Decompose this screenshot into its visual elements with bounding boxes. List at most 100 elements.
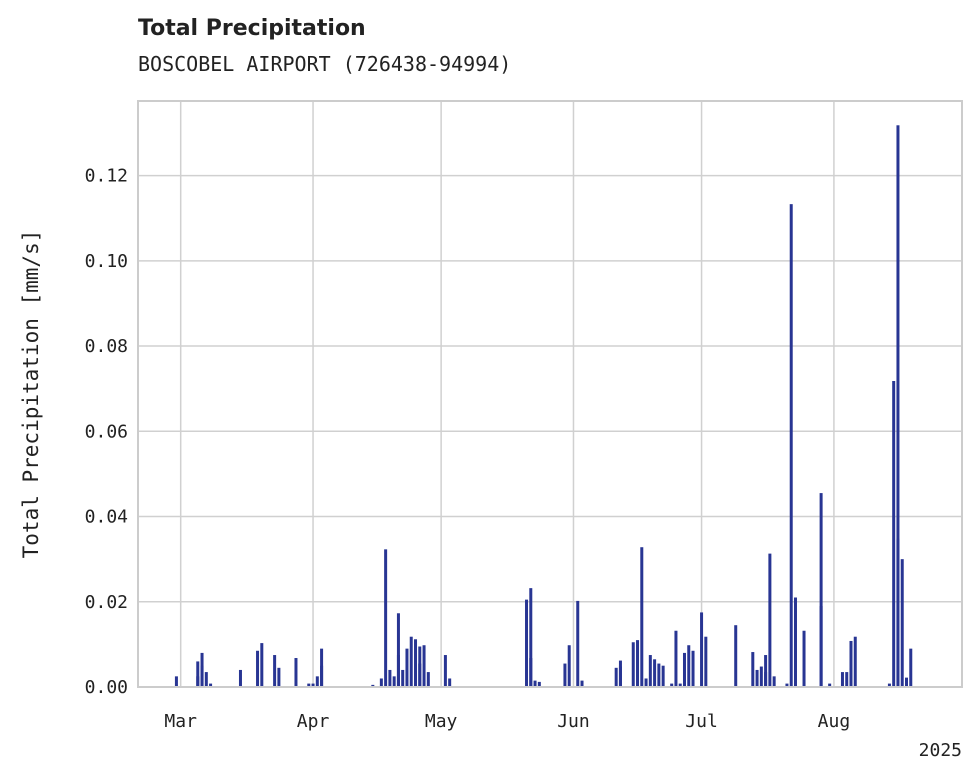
x-axis-ticks: Mar Apr May Jun Jul Aug bbox=[164, 711, 850, 732]
precip-bar bbox=[576, 600, 580, 687]
precip-bar bbox=[845, 672, 849, 687]
precip-bar bbox=[277, 667, 281, 687]
precip-bar bbox=[525, 599, 529, 687]
precip-bar bbox=[618, 666, 622, 687]
precip-bar bbox=[704, 636, 708, 687]
precip-bar bbox=[661, 665, 665, 687]
precip-bar bbox=[396, 613, 400, 687]
precip-bar bbox=[200, 665, 204, 687]
precip-bar bbox=[751, 652, 755, 687]
precip-bar bbox=[759, 666, 763, 687]
precip-bar bbox=[819, 493, 823, 687]
precip-bar bbox=[414, 639, 418, 687]
precip-bar bbox=[379, 678, 383, 687]
precip-bar bbox=[840, 672, 844, 687]
precip-bar bbox=[174, 676, 178, 687]
precip-bar bbox=[311, 683, 315, 687]
precip-bar bbox=[768, 553, 772, 687]
precip-bar bbox=[307, 683, 311, 687]
precip-bar bbox=[691, 650, 695, 687]
precip-bar bbox=[256, 650, 260, 687]
precip-bar bbox=[273, 655, 277, 687]
y-tick-label: 0.06 bbox=[85, 421, 128, 442]
precip-bar bbox=[392, 676, 396, 687]
precip-bar bbox=[657, 663, 661, 687]
precip-bar bbox=[772, 676, 776, 687]
precip-bar bbox=[648, 655, 652, 687]
precip-bar bbox=[294, 658, 298, 687]
precip-bar bbox=[563, 663, 567, 687]
grid-lines bbox=[138, 101, 962, 688]
precip-bar bbox=[682, 652, 686, 687]
x-tick-label: Jun bbox=[557, 711, 590, 732]
precip-bar bbox=[196, 661, 200, 687]
precip-bar bbox=[405, 648, 409, 687]
precip-bar bbox=[678, 683, 682, 687]
precip-bar bbox=[896, 538, 900, 687]
y-tick-label: 0.04 bbox=[85, 507, 128, 528]
precip-bar bbox=[853, 636, 857, 687]
precip-bar bbox=[580, 680, 584, 687]
precip-bar bbox=[418, 663, 422, 687]
precip-bar bbox=[409, 636, 413, 687]
x-tick-label: Apr bbox=[297, 711, 330, 732]
chart-subtitle: BOSCOBEL AIRPORT (726438-94994) bbox=[138, 52, 512, 76]
precip-bar bbox=[640, 547, 644, 687]
precip-bar bbox=[687, 645, 691, 687]
precip-bar bbox=[238, 669, 242, 687]
precip-bar bbox=[909, 648, 913, 687]
precip-bar bbox=[533, 680, 537, 687]
y-axis-ticks: 0.00 0.02 0.04 0.06 0.08 0.10 0.12 bbox=[85, 166, 128, 698]
precip-bar bbox=[384, 549, 388, 687]
y-tick-label: 0.12 bbox=[85, 166, 128, 187]
precip-bar bbox=[900, 559, 904, 687]
precip-bar bbox=[700, 612, 704, 687]
precip-bar bbox=[644, 678, 648, 687]
x-tick-label: Mar bbox=[164, 711, 197, 732]
x-tick-label: Aug bbox=[818, 711, 851, 732]
precip-bar bbox=[537, 681, 541, 687]
precip-bar bbox=[755, 669, 759, 687]
precip-bar bbox=[422, 645, 426, 687]
precip-bar bbox=[401, 669, 405, 687]
precip-bar bbox=[443, 655, 447, 687]
precip-bar bbox=[764, 655, 768, 687]
precip-bar bbox=[905, 677, 908, 687]
year-label: 2025 bbox=[919, 740, 962, 761]
y-tick-label: 0.02 bbox=[85, 592, 128, 613]
precip-bar bbox=[260, 643, 264, 687]
y-tick-label: 0.08 bbox=[85, 336, 128, 357]
precip-bar bbox=[653, 659, 657, 687]
plot-frame bbox=[137, 100, 963, 688]
precip-bar bbox=[802, 630, 806, 687]
precipitation-bars bbox=[174, 125, 913, 688]
precip-bar bbox=[849, 640, 853, 687]
precip-bar bbox=[793, 597, 797, 687]
x-tick-label: Jul bbox=[685, 711, 718, 732]
precip-bar bbox=[315, 676, 319, 687]
y-tick-label: 0.00 bbox=[85, 677, 128, 698]
precip-bar bbox=[529, 658, 533, 687]
precip-bar bbox=[887, 683, 891, 687]
precip-bar bbox=[896, 125, 900, 688]
precip-bar bbox=[388, 669, 392, 687]
x-tick-label: May bbox=[425, 711, 458, 732]
y-tick-label: 0.10 bbox=[85, 251, 128, 272]
precip-bar bbox=[567, 645, 571, 687]
precip-bar bbox=[670, 683, 674, 687]
precip-bar bbox=[789, 204, 793, 687]
precip-bar bbox=[426, 672, 430, 687]
precip-bar bbox=[734, 625, 738, 687]
precip-bar bbox=[209, 683, 213, 687]
chart-title: Total Precipitation bbox=[138, 16, 366, 41]
precip-bar bbox=[529, 588, 533, 687]
precip-bar bbox=[371, 684, 375, 687]
precip-bar bbox=[674, 630, 678, 687]
precip-bar bbox=[204, 672, 208, 687]
precip-bar bbox=[448, 678, 452, 687]
precip-bar bbox=[631, 642, 635, 687]
y-axis-label: Total Precipitation [mm/s] bbox=[19, 230, 43, 559]
precip-bar bbox=[320, 648, 324, 687]
precip-bar bbox=[828, 683, 832, 687]
